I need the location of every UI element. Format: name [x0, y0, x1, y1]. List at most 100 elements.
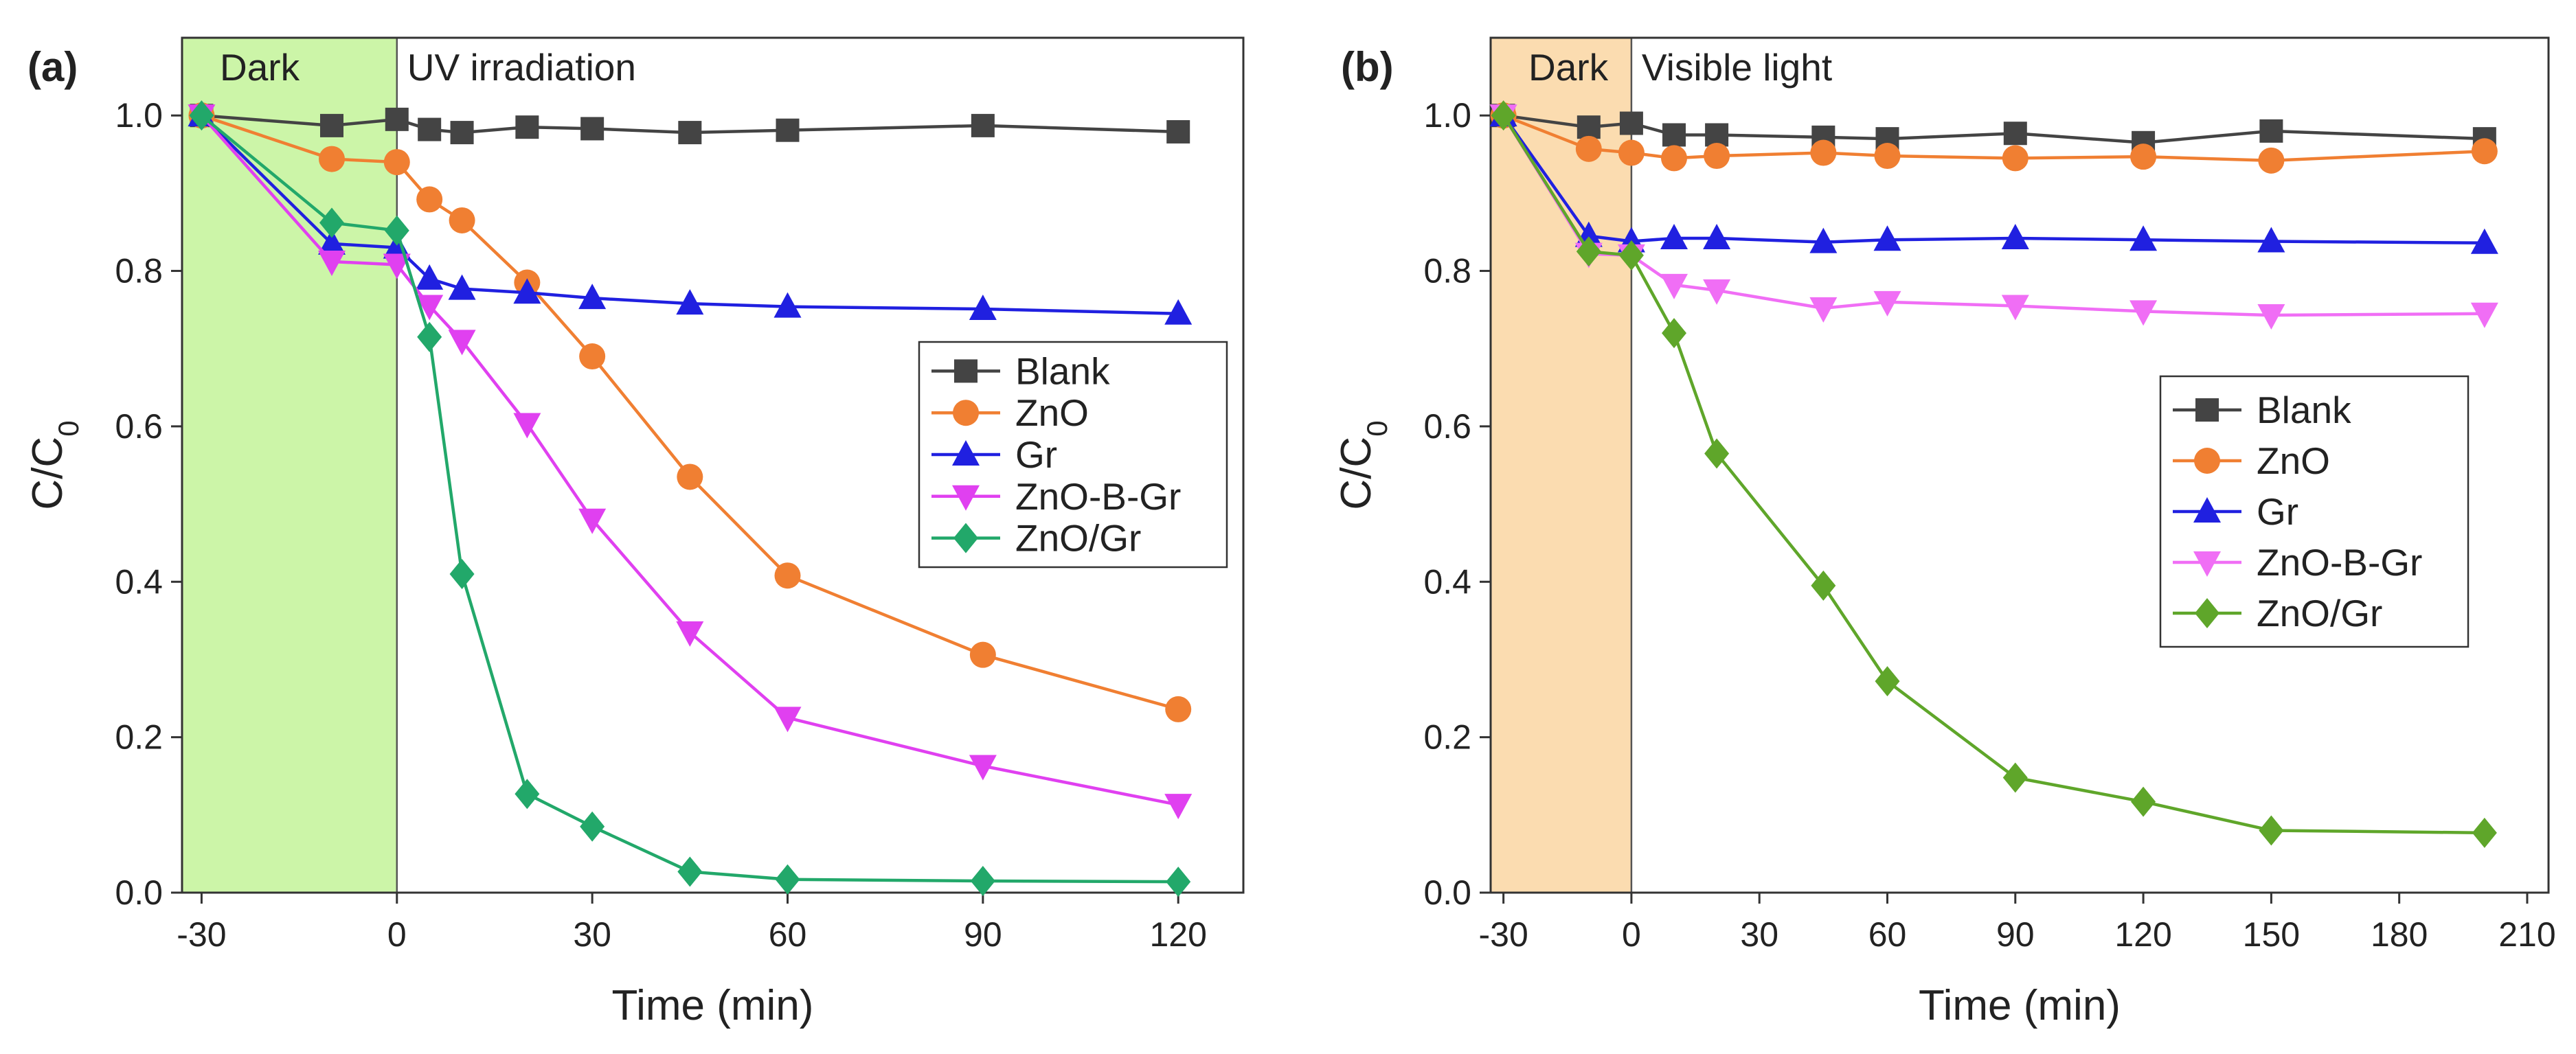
data-point	[2257, 304, 2285, 330]
legend-marker	[2195, 398, 2219, 422]
data-point	[318, 250, 346, 276]
x-tick-label: 120	[2114, 915, 2171, 954]
data-point	[1874, 143, 1901, 170]
legend-marker	[953, 523, 978, 553]
legend-item-zno-b-gr: ZnO-B-Gr	[931, 475, 1181, 518]
legend-label: ZnO/Gr	[1015, 517, 1141, 560]
plot-frame	[181, 36, 1245, 894]
panel-label: (a)	[27, 44, 78, 90]
legend-marker	[953, 400, 979, 426]
y-tick-label: 0.2	[1423, 718, 1471, 757]
legend-item-zno-gr: ZnO/Gr	[931, 517, 1141, 560]
data-point	[1662, 123, 1686, 147]
legend-item-blank: Blank	[2173, 389, 2351, 431]
data-point	[773, 707, 802, 733]
data-point	[2001, 224, 2029, 250]
x-tick-label: 0	[1622, 915, 1641, 954]
legend-label: Gr	[2257, 490, 2298, 533]
data-point	[416, 186, 443, 213]
legend-label: ZnO-B-Gr	[2257, 541, 2422, 584]
data-point	[1166, 119, 1190, 144]
data-point	[1618, 139, 1645, 166]
data-point	[1165, 696, 1192, 722]
data-point	[1810, 139, 1837, 166]
legend-item-zno-gr: ZnO/Gr	[2173, 592, 2382, 634]
data-point	[515, 779, 540, 810]
data-point	[1575, 135, 1602, 162]
y-tick-label: 0.0	[1423, 873, 1471, 912]
x-tick-label: 90	[1996, 915, 2035, 954]
data-point	[2258, 147, 2285, 174]
y-tick-label: 1.0	[115, 96, 163, 135]
data-point	[1577, 115, 1601, 139]
data-point	[1660, 273, 1688, 299]
x-tick-label: 60	[769, 915, 807, 954]
data-point	[677, 463, 703, 490]
panel-a: Dark UV irradiation -30 0 30 60 90 120 0.0 0.2 0.4…	[24, 36, 1245, 1029]
data-point	[2470, 228, 2498, 254]
data-point	[385, 107, 409, 131]
data-point	[1809, 297, 1838, 323]
x-axis-title: Time (min)	[612, 982, 814, 1029]
legend-item-zno-b-gr: ZnO-B-Gr	[2173, 541, 2422, 584]
y-tick-label: 0.8	[1423, 252, 1471, 290]
y-tick-label: 0.2	[115, 718, 163, 757]
legend-marker	[2195, 598, 2219, 628]
data-point	[320, 113, 344, 137]
data-point	[971, 113, 995, 137]
y-tick-label: 0.0	[115, 873, 163, 912]
data-point	[383, 149, 410, 176]
data-point	[448, 330, 476, 356]
data-point	[2130, 144, 2157, 170]
x-tick-label: -30	[1478, 915, 1528, 954]
data-point	[1576, 236, 1601, 267]
data-point	[1618, 240, 1644, 271]
region-label-uv-irradiation: UV irradiation	[407, 46, 636, 89]
data-point	[1703, 224, 1731, 250]
data-point	[775, 864, 800, 895]
data-point	[449, 207, 475, 233]
x-tick-label: 30	[573, 915, 611, 954]
legend-label: Gr	[1015, 433, 1057, 476]
data-point	[1491, 100, 1516, 131]
legend-marker	[952, 485, 980, 511]
x-tick-label: 180	[2371, 915, 2428, 954]
data-point	[580, 811, 605, 842]
data-point	[677, 856, 703, 887]
data-point	[969, 295, 997, 321]
legend-label: ZnO	[1015, 391, 1089, 434]
data-point	[774, 562, 801, 589]
data-point	[1811, 570, 1836, 601]
data-point	[318, 229, 346, 255]
x-axis-title: Time (min)	[1919, 982, 2121, 1029]
data-point	[2471, 138, 2498, 165]
data-point	[1875, 666, 1900, 697]
series-zno-gr	[189, 100, 1191, 897]
series-gr	[1489, 101, 2498, 254]
data-point	[1660, 224, 1688, 250]
y-axis-title: C/C0	[24, 420, 84, 509]
y-axis-title: C/C0	[1333, 420, 1393, 509]
data-point	[776, 118, 800, 142]
data-point	[2259, 119, 2283, 143]
y-tick-label: 0.6	[1423, 407, 1471, 446]
data-point	[1873, 225, 1901, 251]
data-point	[1704, 438, 1730, 469]
data-point	[1661, 145, 1688, 172]
x-tick-label: 210	[2498, 915, 2555, 954]
data-point	[676, 621, 704, 647]
data-point	[418, 117, 442, 141]
data-point	[678, 121, 702, 145]
data-point	[1166, 867, 1191, 897]
legend-item-gr: Gr	[2173, 490, 2298, 533]
data-point	[449, 558, 475, 589]
panel-label: (b)	[1341, 44, 1394, 90]
region-dark	[182, 38, 397, 893]
y-tick-label: 0.6	[115, 407, 163, 446]
data-point	[676, 289, 704, 315]
series-blank	[190, 104, 1190, 145]
legend-item-zno: ZnO	[931, 391, 1089, 434]
legend-label: Blank	[2257, 389, 2351, 431]
x-tick-label: -30	[177, 915, 226, 954]
